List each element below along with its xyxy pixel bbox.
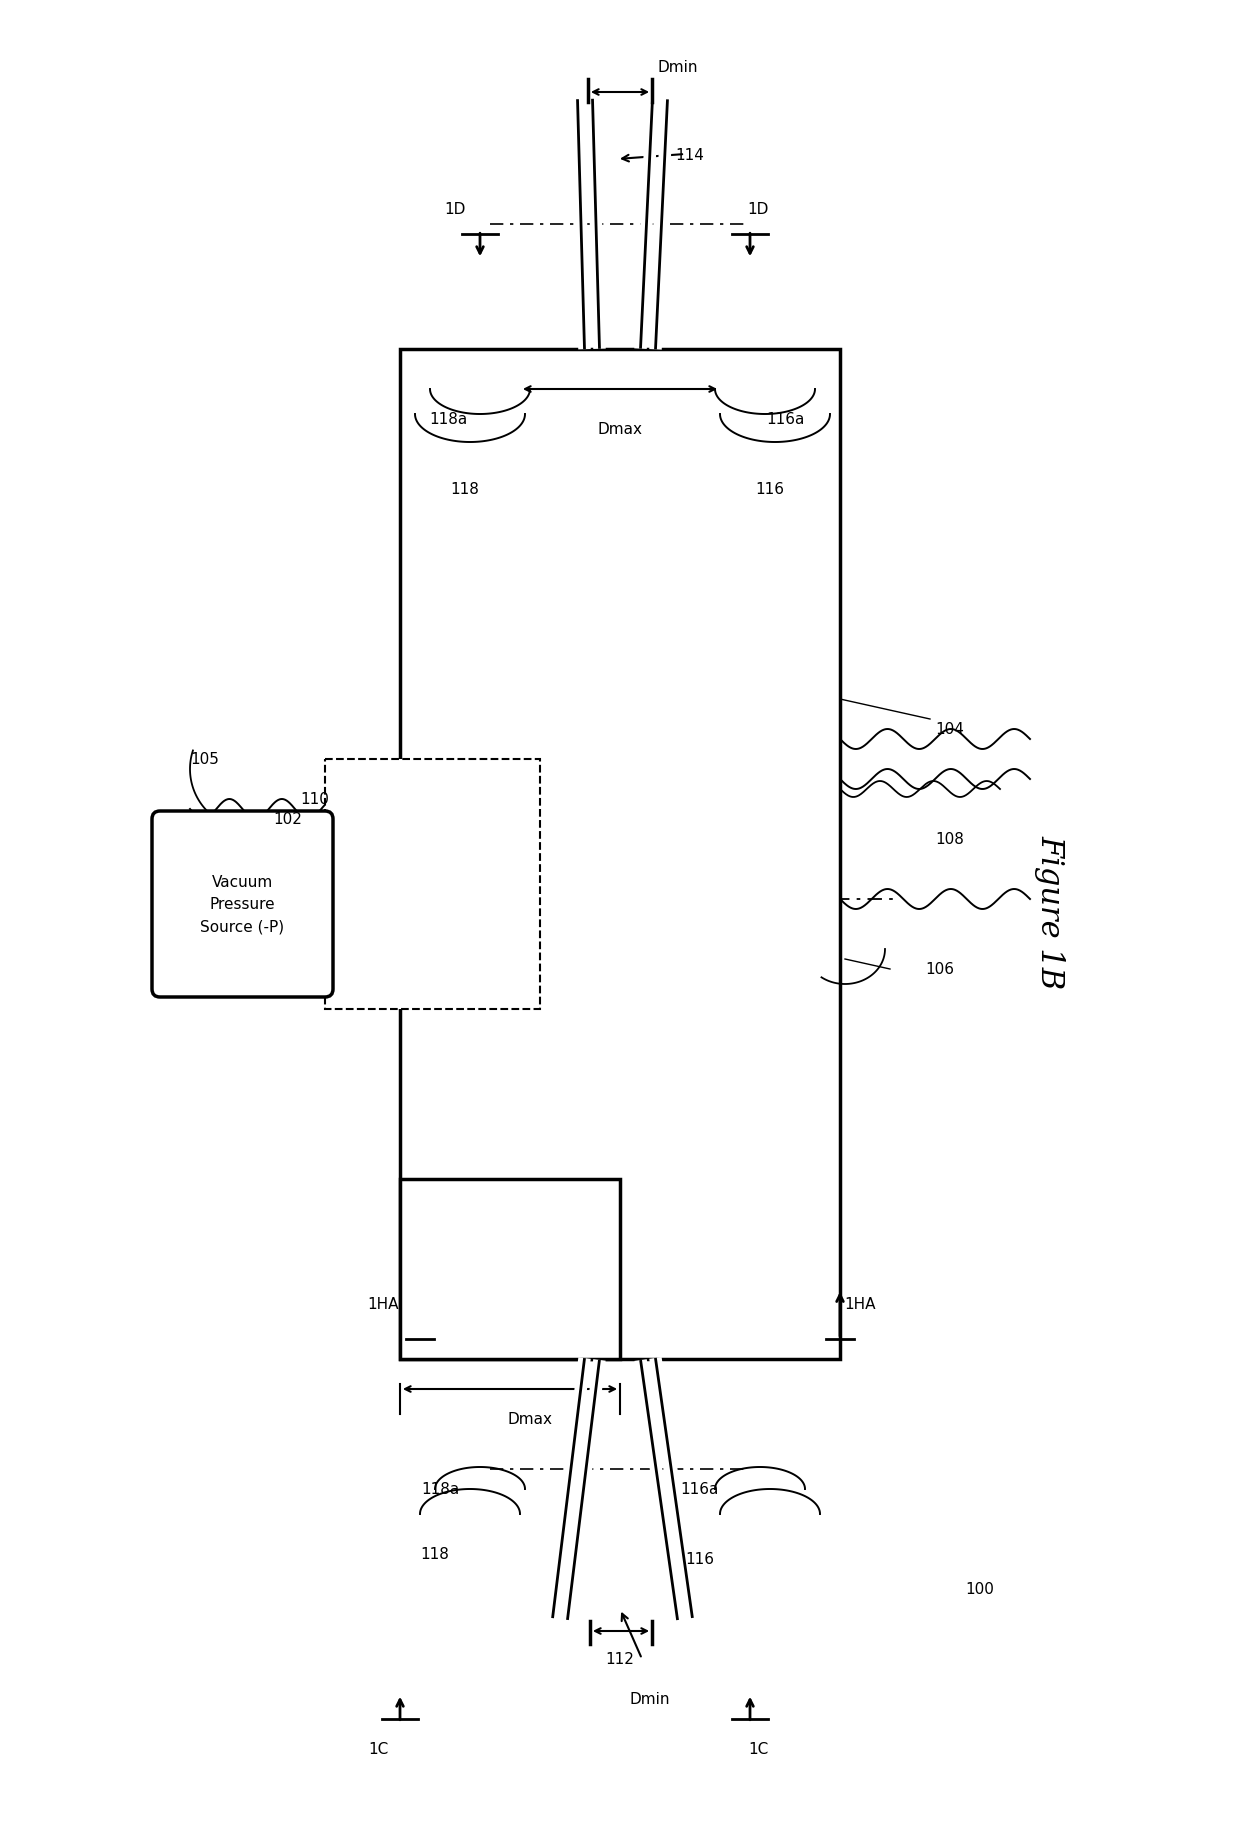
Text: 1C: 1C bbox=[748, 1741, 768, 1757]
Text: 1C: 1C bbox=[368, 1741, 388, 1757]
Text: 105: 105 bbox=[191, 753, 219, 767]
Text: 1HA: 1HA bbox=[844, 1296, 875, 1313]
Text: 112: 112 bbox=[605, 1652, 635, 1666]
Text: 116a: 116a bbox=[681, 1482, 719, 1497]
Text: 100: 100 bbox=[966, 1582, 994, 1597]
Text: 118: 118 bbox=[420, 1546, 449, 1562]
Text: 104: 104 bbox=[935, 722, 965, 736]
Text: 1D: 1D bbox=[748, 202, 769, 217]
Bar bbox=[401, 1179, 620, 1360]
Text: Dmin: Dmin bbox=[630, 1692, 671, 1706]
Text: 106: 106 bbox=[925, 963, 955, 977]
Text: 110: 110 bbox=[300, 791, 330, 808]
Text: 116: 116 bbox=[686, 1551, 714, 1566]
Text: 118a: 118a bbox=[429, 412, 467, 427]
Text: Vacuum
Pressure
Source (-P): Vacuum Pressure Source (-P) bbox=[201, 875, 284, 933]
Text: 102: 102 bbox=[274, 811, 303, 828]
Bar bbox=[401, 350, 839, 1360]
FancyBboxPatch shape bbox=[153, 811, 334, 997]
Text: 1HA: 1HA bbox=[367, 1296, 399, 1313]
Text: Dmin: Dmin bbox=[657, 60, 698, 75]
Text: 118: 118 bbox=[450, 483, 480, 498]
Text: Figure 1B: Figure 1B bbox=[1034, 835, 1065, 988]
Text: Dmax: Dmax bbox=[598, 423, 642, 438]
Text: 114: 114 bbox=[676, 148, 704, 162]
Text: 116a: 116a bbox=[766, 412, 805, 427]
Text: 108: 108 bbox=[935, 831, 965, 848]
Text: 116: 116 bbox=[755, 483, 785, 498]
Text: 1D: 1D bbox=[444, 202, 466, 217]
Text: Dmax: Dmax bbox=[507, 1411, 553, 1427]
Text: 118a: 118a bbox=[420, 1482, 459, 1497]
Bar bbox=[325, 760, 539, 1010]
